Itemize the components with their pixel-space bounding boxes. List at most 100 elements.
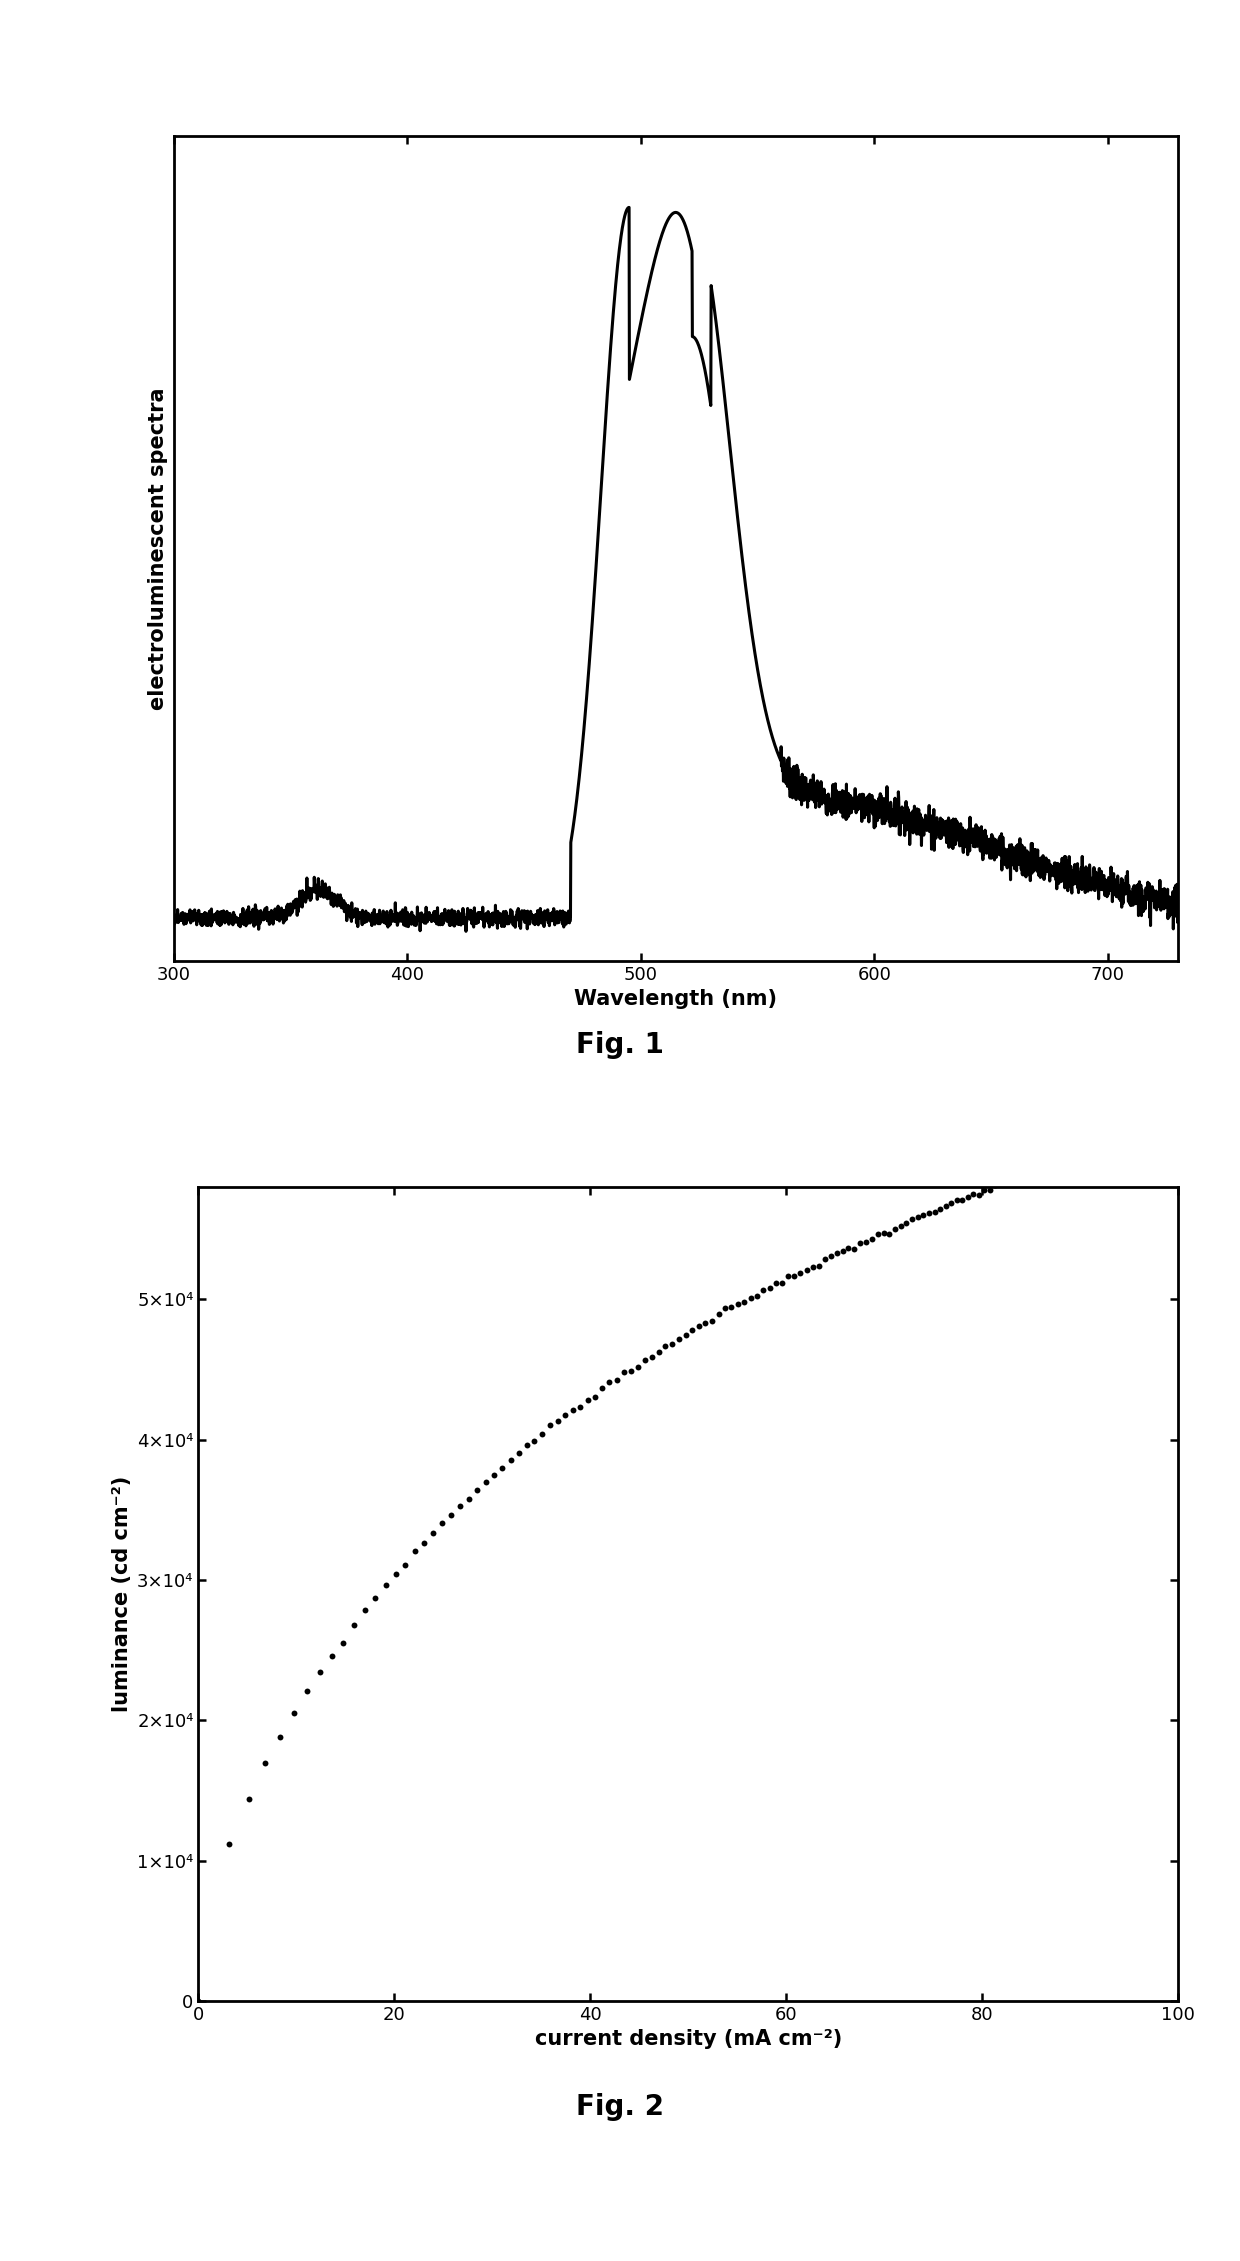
Point [941,1185,961,1221]
Point [790,1255,810,1291]
Point [968,1178,988,1214]
Point [879,1216,899,1253]
Point [556,1397,575,1433]
Point [649,1334,668,1370]
Text: Fig. 2: Fig. 2 [577,2094,663,2121]
Point [414,1524,434,1560]
Point [376,1567,396,1603]
Point [355,1592,374,1628]
Point [1018,1155,1038,1192]
Point [754,1273,774,1309]
Point [696,1305,715,1341]
Point [959,1180,978,1216]
Point [1065,1140,1085,1176]
Y-axis label: luminance (cd cm⁻²): luminance (cd cm⁻²) [112,1476,131,1712]
Point [903,1201,923,1237]
Point [508,1436,528,1472]
Point [476,1465,496,1501]
Point [991,1164,1011,1201]
Point [1049,1146,1069,1183]
Point [689,1307,709,1343]
Point [450,1488,470,1524]
Point [996,1162,1016,1198]
Point [975,1171,994,1207]
Point [1060,1142,1080,1178]
Point [1044,1146,1064,1183]
Point [405,1533,425,1569]
Point [766,1264,786,1300]
Point [779,1257,799,1293]
Point [947,1183,967,1219]
X-axis label: current density (mA cm⁻²): current density (mA cm⁻²) [534,2030,842,2048]
Point [1033,1151,1053,1187]
Point [734,1284,754,1320]
Point [785,1257,805,1293]
Point [986,1167,1006,1203]
Point [980,1171,999,1207]
Point [492,1449,512,1485]
Point [682,1311,702,1348]
Point [270,1718,290,1755]
Point [433,1504,453,1540]
Point [459,1481,479,1517]
Point [1039,1149,1059,1185]
Point [844,1230,864,1266]
Point [722,1289,742,1325]
Point [599,1363,619,1400]
Point [321,1637,341,1673]
Point [239,1782,259,1818]
Y-axis label: electroluminescent spectra: electroluminescent spectra [148,387,169,710]
Text: Fig. 1: Fig. 1 [577,1031,663,1058]
X-axis label: Wavelength (nm): Wavelength (nm) [574,990,777,1008]
Point [396,1547,415,1583]
Point [676,1316,696,1352]
Point [760,1271,780,1307]
Point [963,1176,983,1212]
Point [890,1207,910,1244]
Point [885,1212,905,1248]
Point [1007,1160,1027,1196]
Point [897,1205,916,1241]
Point [851,1225,870,1262]
Point [821,1239,841,1275]
Point [919,1196,939,1232]
Point [606,1361,626,1397]
Point [467,1472,487,1508]
Point [621,1352,641,1388]
Point [255,1745,275,1782]
Point [715,1289,735,1325]
Point [1023,1153,1043,1189]
Point [1070,1137,1090,1173]
Point [862,1221,882,1257]
Point [298,1673,317,1709]
Point [548,1404,568,1440]
Point [1002,1160,1022,1196]
Point [668,1320,688,1357]
Point [930,1192,950,1228]
Point [796,1253,816,1289]
Point [627,1348,647,1384]
Point [366,1580,386,1617]
Point [815,1241,835,1277]
Point [532,1415,552,1452]
Point [908,1198,928,1235]
Point [570,1388,590,1424]
Point [662,1327,682,1363]
Point [802,1248,822,1284]
Point [386,1556,405,1592]
Point [563,1393,583,1429]
Point [310,1653,330,1689]
Point [952,1183,972,1219]
Point [838,1230,858,1266]
Point [635,1341,655,1377]
Point [925,1194,945,1230]
Point [708,1296,728,1332]
Point [832,1232,852,1268]
Point [578,1381,598,1418]
Point [914,1196,934,1232]
Point [702,1302,722,1339]
Point [284,1696,304,1732]
Point [656,1327,676,1363]
Point [746,1277,766,1314]
Point [773,1264,792,1300]
